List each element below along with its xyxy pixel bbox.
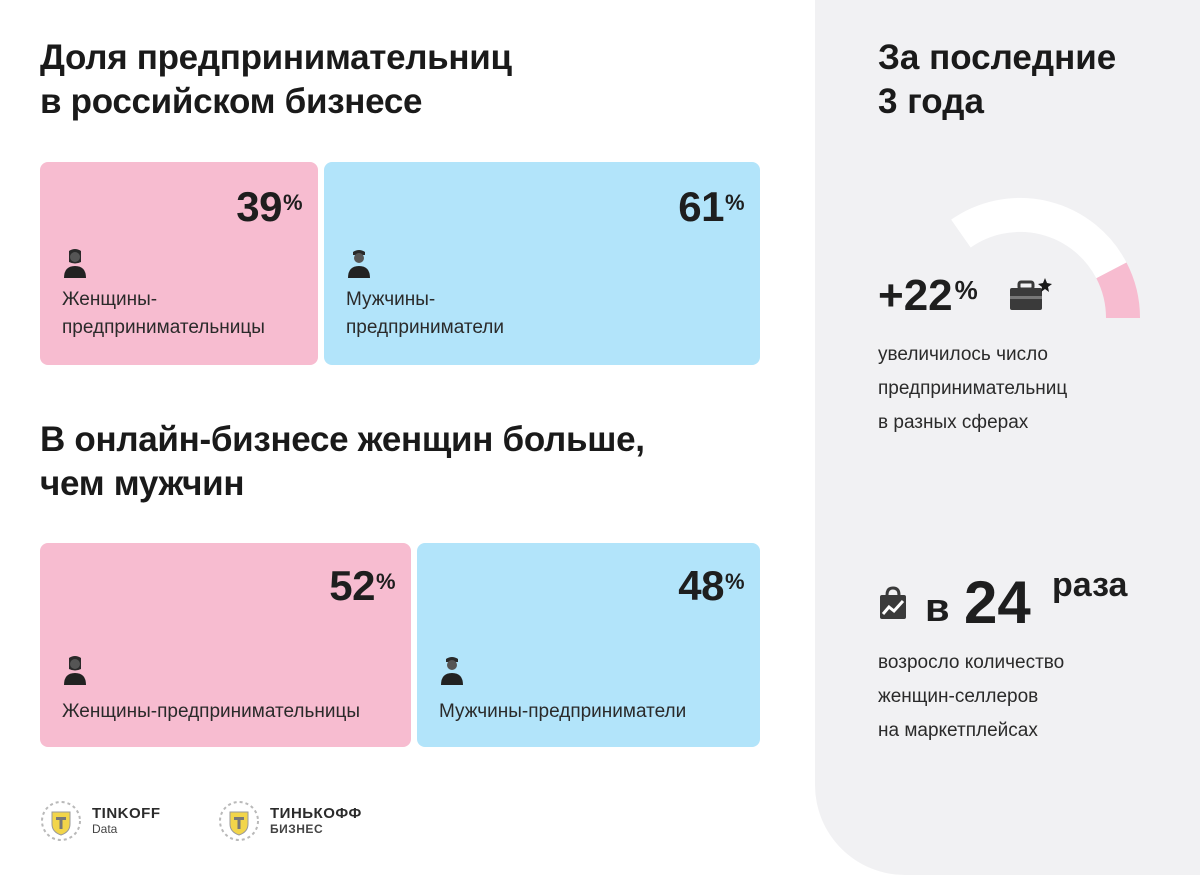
stat2-value: 24 (964, 569, 1031, 636)
side-panel (815, 0, 1200, 875)
side-title: За последние 3 года (878, 36, 1116, 124)
woman-icon (64, 656, 86, 685)
section1-women-bar: 39% Женщины- предпринимательницы (40, 162, 318, 365)
section1-men-value: 61% (678, 183, 744, 230)
side-title-line2: 3 года (878, 82, 984, 121)
tinkoff-shield-icon (219, 801, 259, 841)
woman-icon (64, 249, 86, 278)
section2-women-value: 52% (329, 562, 395, 609)
stat1-text: увеличилось число предпринимательниц в р… (878, 344, 1068, 433)
section2-men-value: 48% (678, 562, 744, 609)
logo1-name: TINKOFF (92, 805, 161, 822)
man-icon (441, 657, 463, 685)
stat2-prefix: в (925, 586, 950, 630)
section1-title-line2: в российском бизнесе (40, 82, 423, 121)
stat1-value: +22% (878, 271, 978, 320)
man-icon (348, 250, 370, 278)
tinkoff-business-logo: ТИНЬКОФФ БИЗНЕС (218, 800, 362, 842)
section1-title-line1: Доля предпринимательниц (40, 38, 512, 77)
section2-title-line2: чем мужчин (40, 464, 245, 503)
side-title-line1: За последние (878, 38, 1117, 77)
growth-gauge (951, 198, 1140, 319)
gauge-fill (1096, 262, 1140, 319)
section2-title: В онлайн-бизнесе женщин больше, чем мужч… (40, 418, 645, 506)
logo2-sub: БИЗНЕС (270, 822, 324, 836)
logo2-name: ТИНЬКОФФ (270, 805, 362, 822)
section1-women-value: 39% (236, 183, 302, 230)
section1-men-bar: 61% Мужчины- предприниматели (324, 162, 760, 365)
section1-men-label: Мужчины- предприниматели (346, 289, 505, 338)
gauge-track (951, 198, 1127, 279)
section2-women-bar: 52% Женщины-предпринимательницы (40, 543, 411, 747)
section2-men-bar: 48% Мужчины-предприниматели (417, 543, 760, 747)
stat2-text: возросло количество женщин-селлеров на м… (878, 652, 1065, 741)
section2-women-label: Женщины-предпринимательницы (62, 701, 361, 722)
shopping-bag-icon (880, 586, 906, 619)
section2-title-line1: В онлайн-бизнесе женщин больше, (40, 420, 645, 459)
section1-title: Доля предпринимательниц в российском биз… (40, 36, 512, 124)
stat2-suffix: раза (1052, 566, 1128, 604)
tinkoff-data-logo: TINKOFF Data (40, 800, 161, 842)
briefcase-icon (1010, 278, 1052, 310)
section2-men-label: Мужчины-предприниматели (439, 701, 687, 722)
tinkoff-shield-icon (41, 801, 81, 841)
logo1-sub: Data (92, 822, 118, 836)
section1-women-label: Женщины- предпринимательницы (62, 289, 265, 338)
